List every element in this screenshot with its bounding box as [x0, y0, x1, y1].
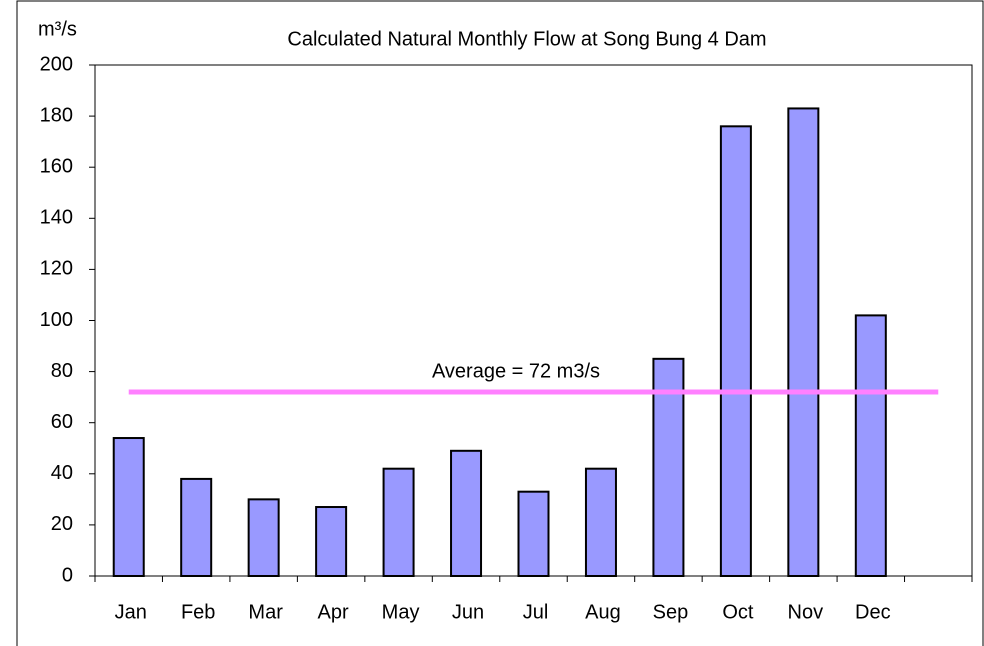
bar	[584, 467, 617, 577]
chart-title: Calculated Natural Monthly Flow at Song …	[287, 28, 766, 50]
y-axis-label: m³/s	[38, 18, 77, 40]
y-tick-label: 0	[62, 564, 73, 586]
bar	[247, 498, 280, 578]
bar	[180, 477, 213, 577]
bar	[382, 467, 415, 577]
x-tick-label: Dec	[855, 601, 891, 623]
y-tick-label: 80	[51, 360, 73, 382]
average-label: Average = 72 m3/s	[432, 360, 600, 382]
bar	[719, 125, 752, 577]
bar	[652, 357, 685, 578]
x-tick-label: Jun	[452, 601, 484, 623]
x-tick-label: Aug	[585, 601, 621, 623]
x-tick-label: Oct	[722, 601, 754, 623]
bar	[787, 107, 820, 577]
x-tick-label: Jul	[523, 601, 549, 623]
bar	[112, 437, 145, 577]
chart-frame	[16, 0, 984, 646]
y-tick-label: 180	[40, 104, 73, 126]
x-tick-label: Feb	[181, 601, 215, 623]
bar	[517, 490, 550, 577]
y-tick-label: 120	[40, 258, 73, 280]
x-tick-label: Apr	[318, 601, 349, 623]
x-tick-label: Jan	[115, 601, 147, 623]
x-tick-label: Mar	[248, 601, 283, 623]
y-tick-label: 140	[40, 207, 73, 229]
y-tick-label: 40	[51, 462, 73, 484]
bar	[450, 449, 483, 577]
y-tick-label: 200	[40, 53, 73, 75]
x-tick-label: Sep	[653, 601, 689, 623]
bar	[315, 506, 348, 578]
y-tick-label: 160	[40, 155, 73, 177]
y-tick-label: 100	[40, 309, 73, 331]
x-tick-label: May	[382, 601, 420, 623]
x-tick-label: Nov	[788, 601, 824, 623]
y-tick-label: 60	[51, 411, 73, 433]
bar	[854, 314, 887, 577]
y-tick-label: 20	[51, 513, 73, 535]
